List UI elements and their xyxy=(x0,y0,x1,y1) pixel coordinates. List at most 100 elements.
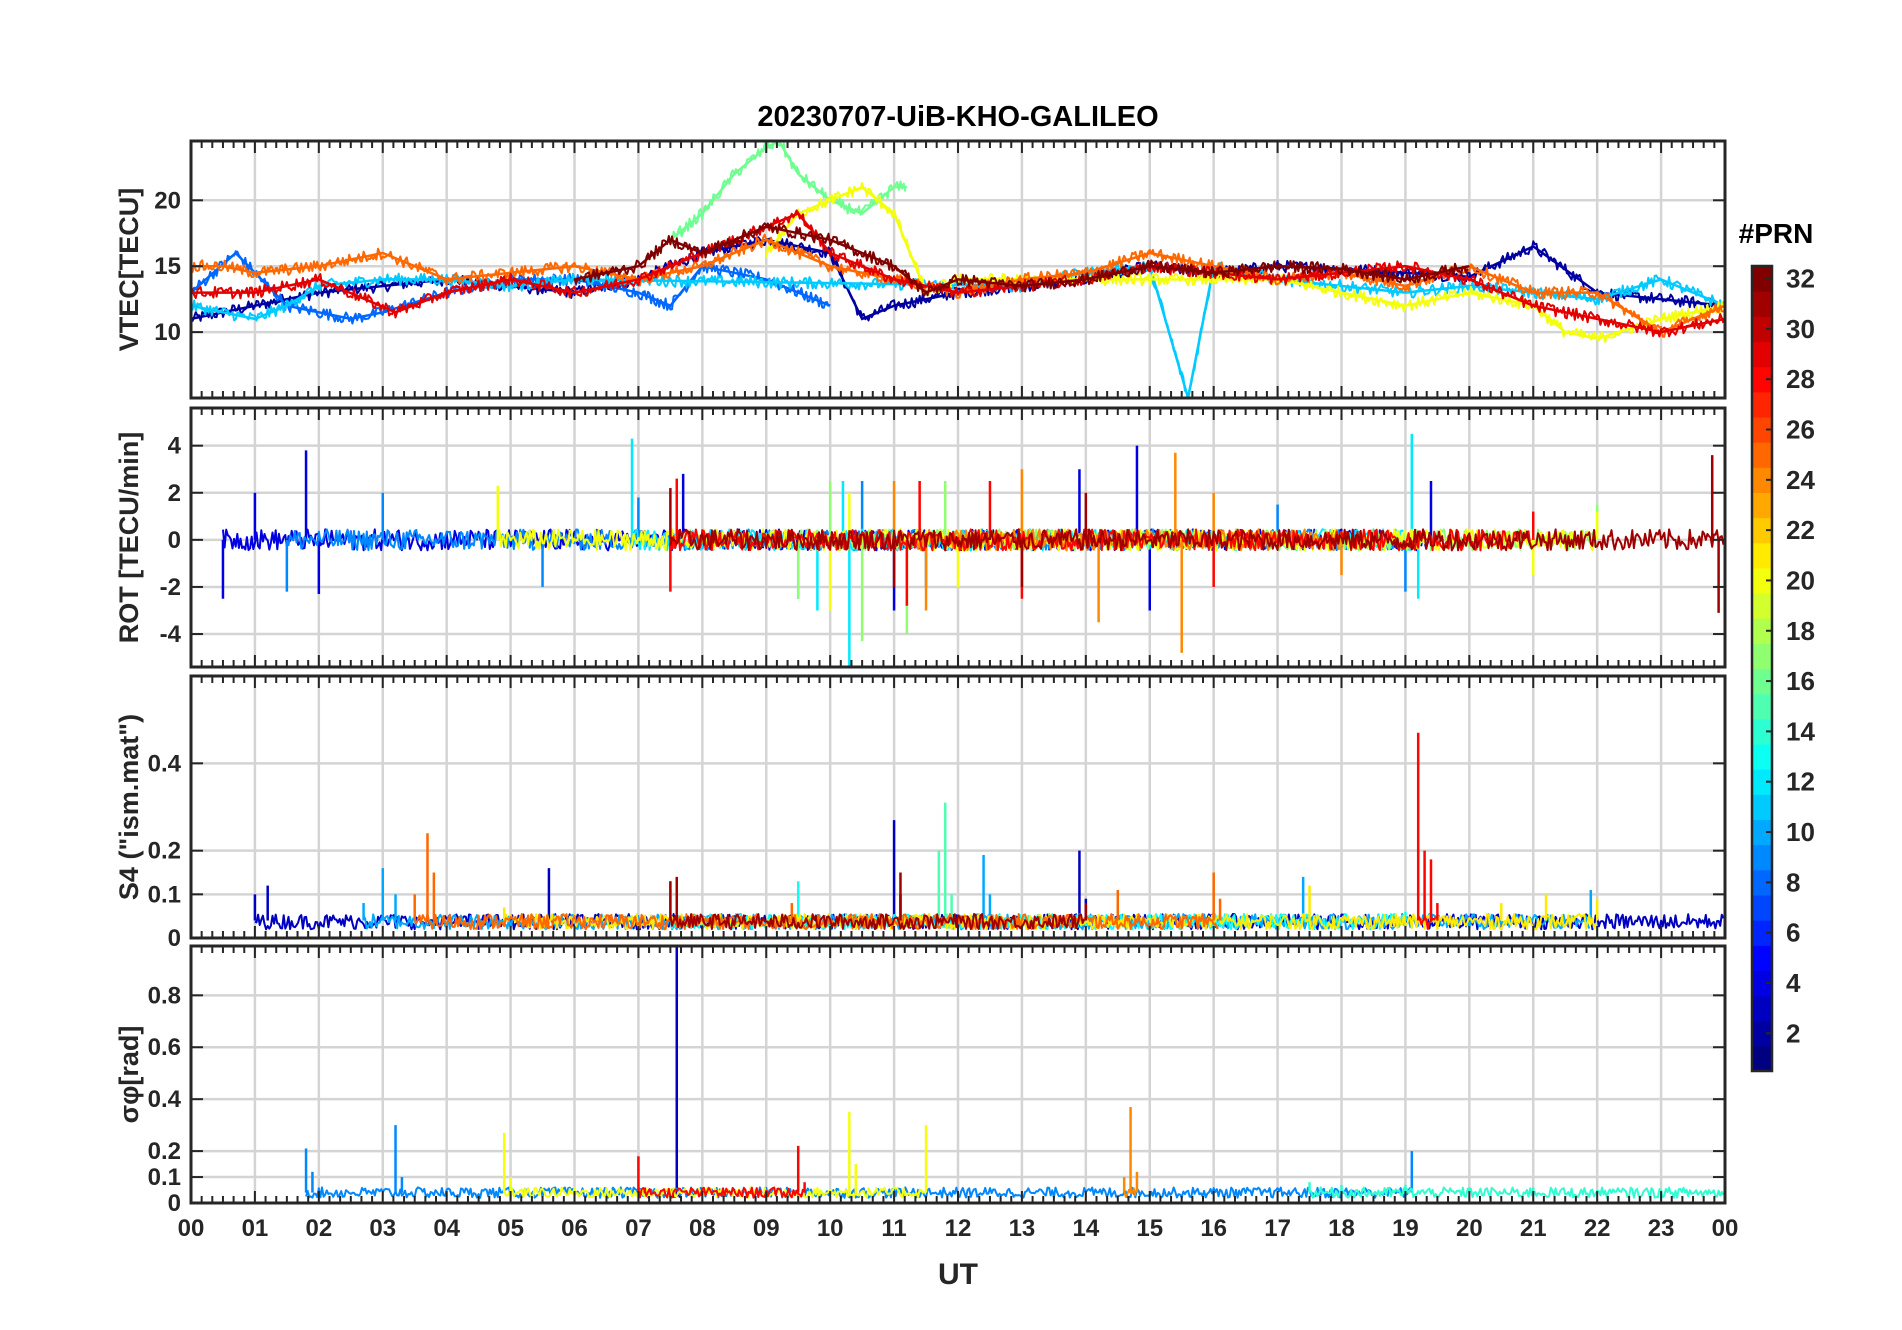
y-tick-label: 0 xyxy=(168,925,181,952)
colorbar-swatch xyxy=(1752,945,1772,971)
x-tick-label: 09 xyxy=(753,1215,780,1242)
colorbar-swatch xyxy=(1752,894,1772,921)
colorbar-tick-label: 4 xyxy=(1786,968,1801,998)
colorbar-tick-label: 8 xyxy=(1786,867,1800,897)
y-axis-label: ROT [TECU/min] xyxy=(114,432,144,643)
colorbar-tick-label: 12 xyxy=(1786,767,1815,797)
x-tick-label: 02 xyxy=(305,1215,332,1242)
y-tick-label: 0 xyxy=(168,1190,181,1217)
x-tick-label: 22 xyxy=(1584,1215,1611,1242)
colorbar-swatch xyxy=(1752,467,1772,494)
colorbar-swatch xyxy=(1752,618,1772,644)
x-tick-label: 17 xyxy=(1264,1215,1291,1242)
y-axis-label: S4 ("ism.mat") xyxy=(114,714,144,900)
series-noise-prn-20 xyxy=(496,528,1597,552)
figure-title: 20230707-UiB-KHO-GALILEO xyxy=(757,101,1158,133)
y-tick-label: 0.1 xyxy=(148,1164,181,1191)
colorbar-swatch xyxy=(1752,920,1772,946)
rot-panel: -4 -2 0 2 4 ROT [TECU/min] xyxy=(114,406,1727,669)
x-tick-label: 05 xyxy=(497,1215,524,1242)
x-tick-label: 23 xyxy=(1648,1215,1675,1242)
sigma-phi-panel: 00.10.2 0.4 0.6 0.8σφ[rad] xyxy=(114,944,1727,1217)
colorbar-swatch xyxy=(1752,718,1772,745)
colorbar-swatch xyxy=(1752,492,1772,519)
series-noise-prn-28 xyxy=(1417,915,1437,930)
colorbar-swatch xyxy=(1752,668,1772,695)
colorbar-tick-label: 18 xyxy=(1786,616,1815,646)
colorbar-swatch xyxy=(1752,593,1772,619)
x-axis: 00 01 02 03 04 05 06 07 08 09 10 11 12 13 14 15 16 17 18 19… xyxy=(178,1215,1739,1242)
x-tick-label: 00 xyxy=(178,1215,205,1242)
y-tick-label: 0 xyxy=(168,527,181,554)
y-axis-label: VTEC[TECU] xyxy=(114,188,144,352)
x-tick-label: 08 xyxy=(689,1215,716,1242)
colorbar-tick-label: 30 xyxy=(1786,314,1815,344)
x-tick-label: 10 xyxy=(817,1215,844,1242)
colorbar-swatch xyxy=(1752,693,1772,720)
y-tick-label: 10 xyxy=(154,319,181,346)
colorbar-swatch xyxy=(1752,1020,1772,1047)
colorbar-swatch xyxy=(1752,869,1772,896)
colorbar-tick-label: 32 xyxy=(1786,264,1815,294)
y-tick-label: 2 xyxy=(168,480,181,507)
colorbar-swatch xyxy=(1752,391,1772,418)
series-noise-prn-31 xyxy=(669,913,1086,931)
x-axis-label: UT xyxy=(938,1258,978,1291)
x-tick-label: 16 xyxy=(1200,1215,1227,1242)
series-line-prn-20 xyxy=(765,185,1725,340)
colorbar-swatch xyxy=(1752,542,1772,569)
y-tick-label: 4 xyxy=(168,433,182,460)
x-tick-label: 18 xyxy=(1328,1215,1355,1242)
y-axis-label: σφ[rad] xyxy=(114,1026,144,1124)
y-tick-label: 0.4 xyxy=(148,750,182,777)
y-tick-label: -4 xyxy=(160,621,182,648)
colorbar-swatch xyxy=(1752,743,1772,770)
colorbar-tick-label: 28 xyxy=(1786,364,1815,394)
colorbar-swatch xyxy=(1752,844,1772,871)
colorbar-tick-label: 14 xyxy=(1786,716,1815,746)
colorbar-tick-label: 24 xyxy=(1786,465,1815,495)
x-tick-label: 04 xyxy=(433,1215,460,1242)
y-tick-label: 0.1 xyxy=(148,881,181,908)
colorbar-swatch xyxy=(1752,567,1772,594)
series-noise-prn-28 xyxy=(637,1186,804,1199)
colorbar-swatch xyxy=(1752,416,1772,443)
series-noise-prn-31 xyxy=(669,528,1725,552)
colorbar-title: #PRN xyxy=(1739,218,1814,249)
series-line-prn-29 xyxy=(191,211,1725,334)
colorbar-swatch xyxy=(1752,442,1772,468)
colorbar-swatch xyxy=(1752,769,1772,795)
x-tick-label: 14 xyxy=(1072,1215,1099,1242)
colorbar-swatch xyxy=(1752,291,1772,317)
x-tick-label: 11 xyxy=(881,1215,906,1242)
series-line-prn-32 xyxy=(574,225,1470,295)
s4-panel: 0 0.1 0.2 0.4S4 ("ism.mat") xyxy=(114,674,1727,952)
colorbar-swatch xyxy=(1752,970,1772,997)
y-tick-label: 0.4 xyxy=(148,1086,182,1113)
x-tick-label: 07 xyxy=(625,1215,652,1242)
colorbar-tick-label: 6 xyxy=(1786,918,1800,948)
x-tick-label: 01 xyxy=(242,1215,269,1242)
colorbar-tick-label: 2 xyxy=(1786,1018,1800,1048)
x-tick-label: 21 xyxy=(1520,1215,1547,1242)
colorbar-swatch xyxy=(1752,794,1772,821)
y-tick-label: 0.8 xyxy=(148,982,181,1009)
series-noise-prn-14 xyxy=(1309,1186,1725,1199)
vtec-panel: 10 15 20 VTEC[TECU] xyxy=(114,139,1727,400)
y-tick-label: -2 xyxy=(160,574,181,601)
colorbar-tick-label: 16 xyxy=(1786,666,1815,696)
y-tick-label: 15 xyxy=(154,253,181,280)
colorbar-tick-label: 10 xyxy=(1786,817,1815,847)
x-tick-label: 12 xyxy=(945,1215,972,1242)
colorbar-swatch xyxy=(1752,266,1772,292)
colorbar-swatch xyxy=(1752,517,1772,544)
colorbar-swatch xyxy=(1752,341,1772,368)
x-tick-label: 13 xyxy=(1009,1215,1036,1242)
x-tick-label: 06 xyxy=(561,1215,588,1242)
colorbar-swatch xyxy=(1752,819,1772,846)
colorbar-tick-label: 20 xyxy=(1786,565,1815,595)
colorbar-swatch xyxy=(1752,995,1772,1022)
x-tick-label: 20 xyxy=(1456,1215,1483,1242)
